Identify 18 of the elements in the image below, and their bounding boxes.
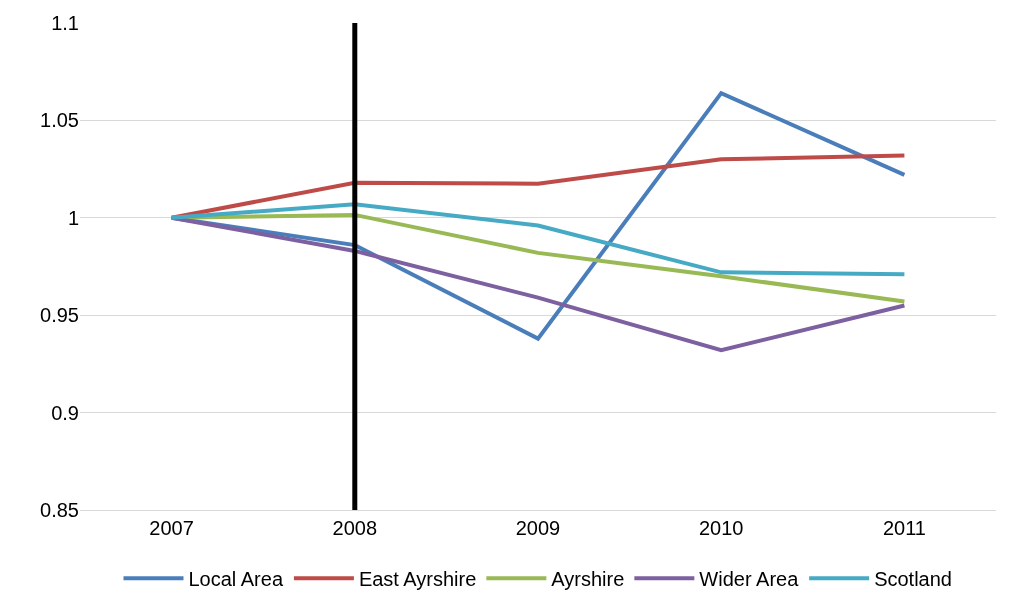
y-tick-label: 0.95 xyxy=(40,304,79,327)
x-tick-label: 2011 xyxy=(882,517,926,539)
x-tick-label: 2007 xyxy=(149,517,194,539)
y-tick-label: 1.05 xyxy=(40,109,79,132)
x-tick-label: 2008 xyxy=(332,517,378,539)
line-series xyxy=(169,215,907,353)
y-tick-label: 0.85 xyxy=(40,499,79,521)
y-tick-label: 1.1 xyxy=(51,12,79,34)
line-series xyxy=(169,202,907,277)
legend-label: Ayrshire xyxy=(551,568,625,590)
legend-label: East Ayrshire xyxy=(358,568,477,590)
legend-label: Wider Area xyxy=(699,568,800,590)
x-tick-label: 2010 xyxy=(698,517,744,539)
x-tick-label: 2009 xyxy=(515,517,561,539)
legend-label: Local Area xyxy=(188,568,284,590)
y-tick-label: 0.9 xyxy=(51,401,79,424)
y-tick-label: 1 xyxy=(67,206,79,229)
legend-label: Scotland xyxy=(874,568,952,590)
